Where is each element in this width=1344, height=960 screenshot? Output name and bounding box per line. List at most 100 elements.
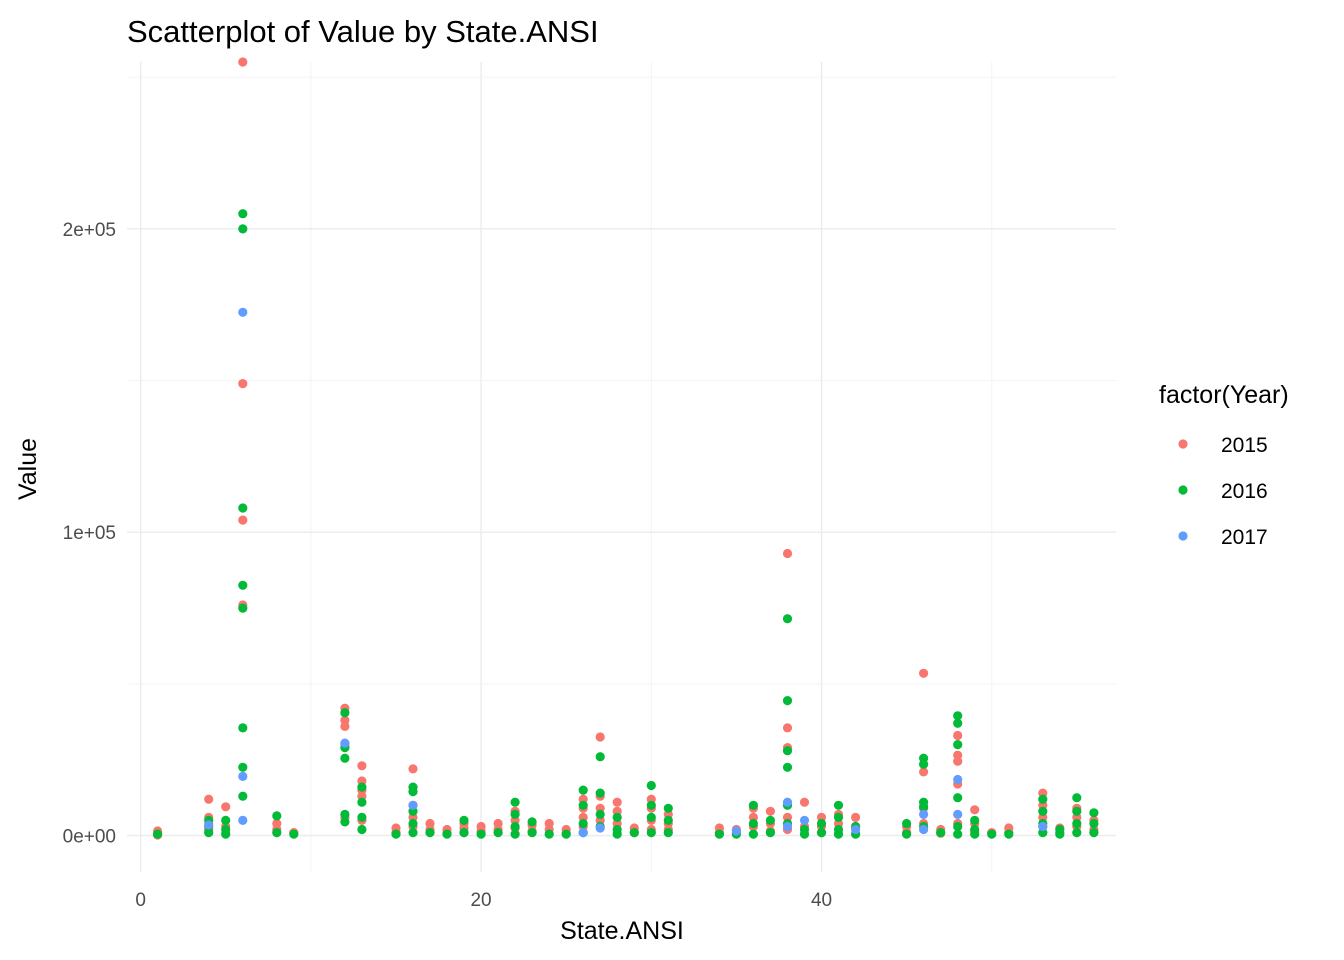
data-point	[1089, 828, 1099, 838]
legend-key-2016	[1178, 485, 1188, 495]
data-point	[272, 828, 282, 838]
data-point	[578, 785, 588, 795]
data-point	[953, 718, 963, 728]
data-point	[544, 829, 554, 839]
data-point	[833, 812, 844, 823]
data-point	[510, 829, 520, 839]
data-point	[578, 818, 588, 829]
data-point	[408, 800, 418, 810]
data-point	[782, 548, 793, 559]
data-point	[340, 721, 350, 732]
data-point	[595, 809, 605, 820]
data-point	[221, 829, 231, 839]
legend: factor(Year) 2015 2016 2017	[1159, 381, 1289, 549]
data-point	[1072, 828, 1082, 838]
data-point	[799, 829, 810, 839]
data-point	[902, 818, 912, 829]
data-point	[289, 829, 299, 839]
legend-label-2016: 2016	[1221, 480, 1268, 503]
data-point	[782, 797, 793, 807]
data-point	[238, 57, 248, 67]
data-point	[357, 761, 367, 771]
data-point	[357, 812, 367, 823]
data-point	[919, 767, 929, 777]
data-point	[595, 732, 605, 742]
data-point	[595, 788, 605, 798]
data-point	[782, 762, 793, 772]
data-point	[953, 829, 963, 839]
data-point	[221, 815, 231, 826]
data-point	[595, 752, 605, 762]
data-point	[953, 740, 963, 750]
data-point	[442, 829, 452, 839]
data-point	[493, 828, 503, 838]
data-point	[612, 797, 622, 807]
data-point	[408, 764, 418, 774]
data-point	[612, 812, 622, 823]
legend-title: factor(Year)	[1159, 381, 1289, 409]
data-point	[1055, 829, 1065, 839]
data-point	[357, 782, 367, 792]
data-point	[357, 797, 367, 807]
legend-label-2015: 2015	[1221, 434, 1268, 457]
data-point	[1038, 806, 1048, 816]
x-tick-label: 40	[811, 890, 832, 911]
x-axis-title: State.ANSI	[560, 917, 684, 945]
y-tick-label: 1e+05	[63, 523, 116, 544]
data-point	[816, 828, 827, 838]
data-point	[851, 812, 861, 823]
data-point	[919, 802, 929, 812]
data-point	[476, 829, 486, 839]
data-point	[459, 815, 469, 826]
data-point	[936, 828, 946, 838]
data-point	[238, 209, 248, 219]
data-point	[765, 806, 776, 816]
data-point	[953, 730, 963, 741]
data-point	[238, 379, 248, 389]
data-point	[663, 815, 673, 826]
data-point	[782, 723, 793, 733]
data-point	[919, 668, 929, 678]
data-point	[527, 817, 537, 827]
data-point	[340, 738, 350, 748]
data-point	[238, 224, 248, 234]
data-point	[833, 829, 844, 839]
data-point	[953, 821, 963, 832]
data-point	[238, 791, 248, 801]
legend-key-2017	[1178, 531, 1188, 541]
data-point	[953, 711, 963, 721]
data-point	[663, 828, 673, 838]
data-point	[408, 828, 418, 838]
data-point	[1072, 818, 1082, 829]
data-point	[799, 815, 810, 826]
data-point	[953, 809, 963, 820]
data-point	[646, 800, 656, 810]
y-axis-ticks: 0e+00 1e+05 2e+05	[63, 220, 116, 848]
data-point	[238, 503, 248, 513]
data-point	[340, 753, 350, 763]
data-point	[646, 812, 656, 823]
data-point	[714, 829, 725, 839]
x-axis-ticks: 0 20 40	[135, 890, 832, 911]
data-point	[221, 802, 231, 812]
grid-lines	[127, 62, 1116, 872]
data-point	[238, 723, 248, 733]
data-point	[1072, 806, 1082, 816]
data-point	[238, 603, 248, 613]
data-point	[902, 829, 912, 839]
data-point	[646, 828, 656, 838]
data-point	[578, 828, 588, 838]
data-point	[953, 774, 963, 785]
data-point	[272, 811, 282, 821]
y-tick-label: 0e+00	[63, 827, 116, 848]
legend-items: 2015 2016 2017	[1178, 434, 1268, 549]
data-point	[833, 800, 844, 810]
data-point	[527, 828, 537, 838]
data-point	[238, 515, 248, 525]
data-point	[238, 762, 248, 772]
data-point	[578, 800, 588, 810]
data-point	[340, 809, 350, 820]
data-point	[919, 759, 929, 769]
data-point	[970, 829, 980, 839]
data-point	[510, 809, 520, 820]
